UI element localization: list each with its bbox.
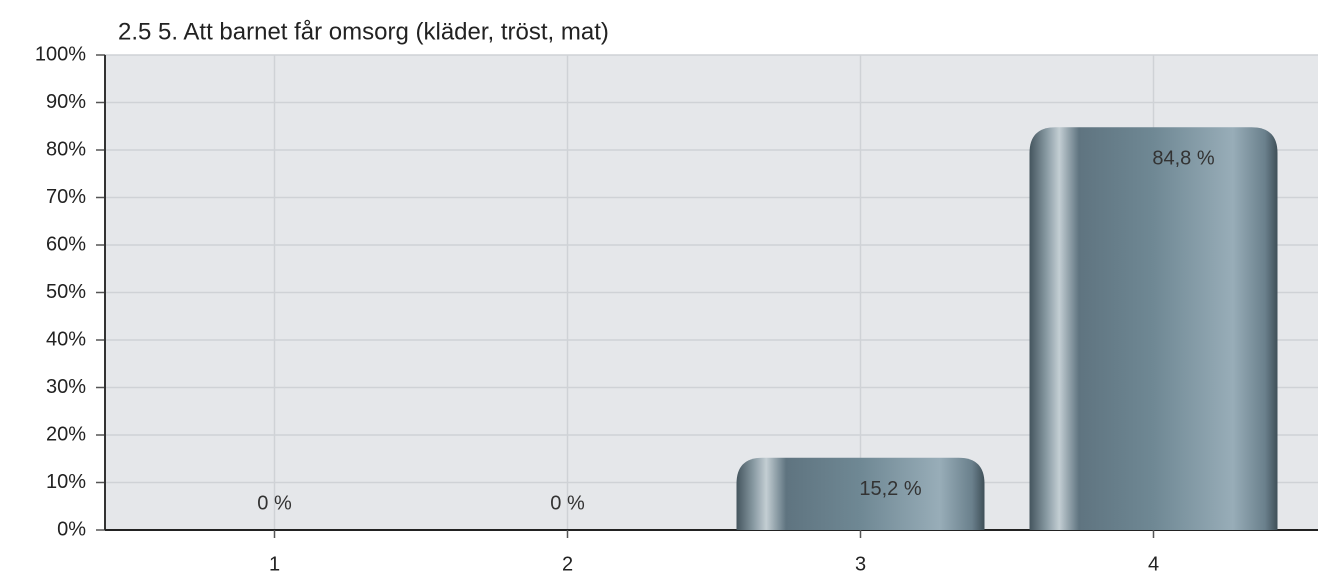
- y-tick-label: 50%: [46, 281, 86, 303]
- data-label: 15,2 %: [859, 478, 921, 500]
- bar: [736, 457, 985, 530]
- y-tick-label: 30%: [46, 376, 86, 398]
- y-tick-label: 80%: [46, 138, 86, 160]
- bar: [1029, 127, 1278, 530]
- data-label: 84,8 %: [1152, 147, 1214, 169]
- x-tick-label: 2: [562, 553, 573, 575]
- y-tick-label: 60%: [46, 233, 86, 255]
- x-tick-label: 3: [855, 553, 866, 575]
- chart-title: 2.5 5. Att barnet får omsorg (kläder, tr…: [118, 18, 609, 45]
- y-tick-label: 90%: [46, 91, 86, 113]
- y-tick-label: 100%: [35, 43, 86, 65]
- y-tick-label: 0%: [57, 518, 86, 540]
- data-label: 0 %: [257, 492, 292, 514]
- x-tick-label: 4: [1148, 553, 1159, 575]
- y-tick-label: 40%: [46, 328, 86, 350]
- y-tick-label: 10%: [46, 471, 86, 493]
- y-tick-label: 20%: [46, 423, 86, 445]
- x-tick-label: 1: [269, 553, 280, 575]
- data-label: 0 %: [550, 492, 585, 514]
- y-tick-label: 70%: [46, 186, 86, 208]
